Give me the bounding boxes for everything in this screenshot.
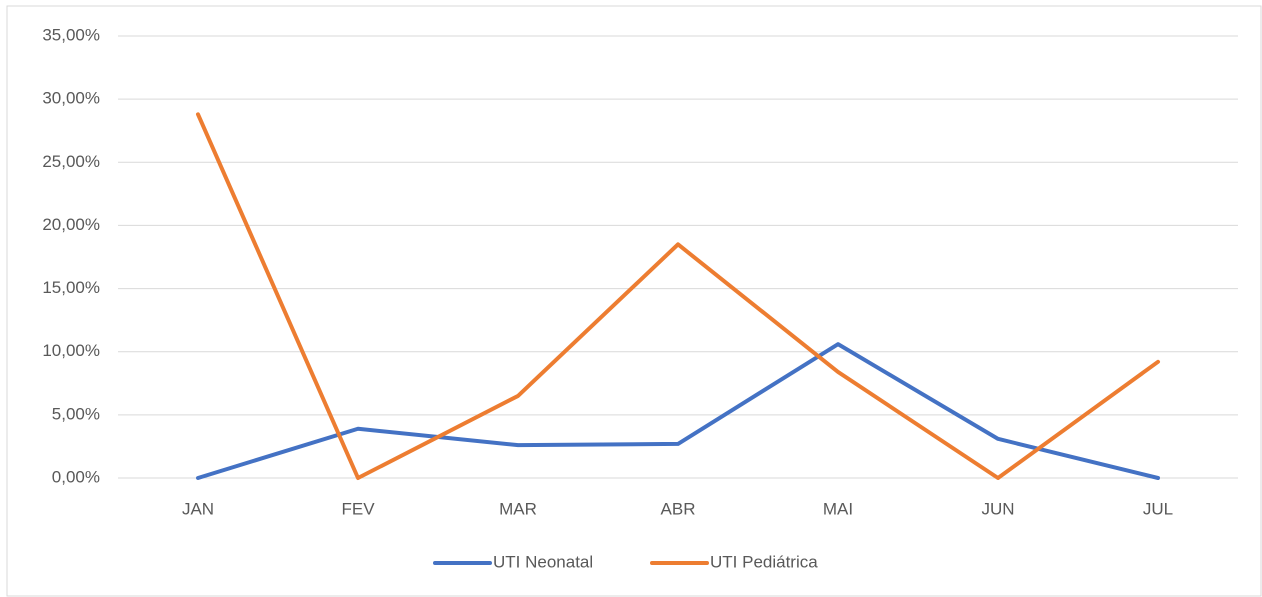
y-tick-label: 15,00% <box>42 278 100 297</box>
x-tick-label: ABR <box>661 499 696 518</box>
chart-frame <box>6 5 1262 597</box>
y-tick-label: 30,00% <box>42 89 100 108</box>
legend-label: UTI Pediátrica <box>710 552 818 571</box>
x-tick-label: JUN <box>981 499 1014 518</box>
y-tick-label: 35,00% <box>42 25 100 44</box>
x-tick-label: JUL <box>1143 499 1173 518</box>
y-tick-label: 20,00% <box>42 215 100 234</box>
y-tick-label: 10,00% <box>42 341 100 360</box>
x-tick-label: MAI <box>823 499 853 518</box>
line-series <box>196 112 1160 480</box>
x-tick-label: FEV <box>341 499 375 518</box>
x-tick-label: JAN <box>182 499 214 518</box>
y-tick-label: 5,00% <box>52 404 100 423</box>
y-tick-label: 25,00% <box>42 152 100 171</box>
x-tick-label: MAR <box>499 499 537 518</box>
legend-label: UTI Neonatal <box>493 552 593 571</box>
y-tick-label: 0,00% <box>52 467 100 486</box>
line-series <box>196 342 1160 480</box>
